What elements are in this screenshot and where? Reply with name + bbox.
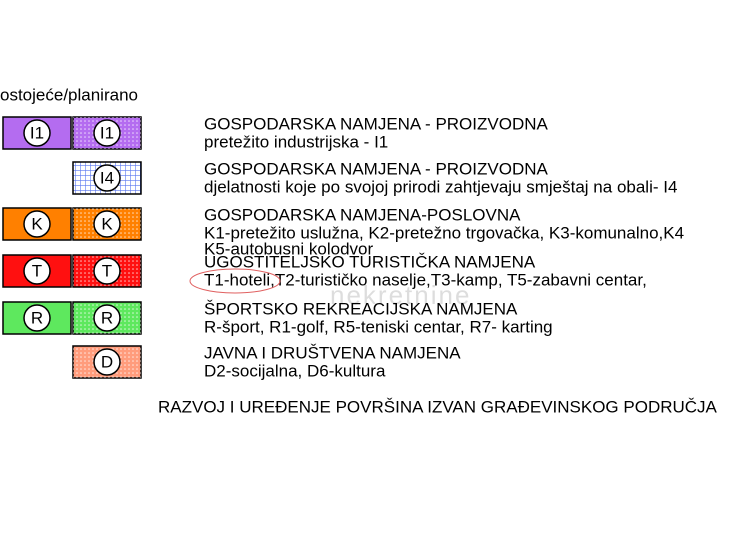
symbol-circle (93, 257, 121, 285)
watermark: nekretnine (330, 280, 471, 310)
legend-footer: RAZVOJ I UREĐENJE POVRŠINA IZVAN GRAĐEVI… (158, 397, 718, 416)
symbol-label: R (101, 308, 113, 327)
category-description: djelatnosti koje po svojoj prirodi zahtj… (204, 177, 677, 196)
category-description: R-šport, R1-golf, R5-teniski centar, R7-… (204, 317, 553, 336)
category-title: GOSPODARSKA NAMJENA - PROIZVODNA (204, 114, 549, 133)
category-description: pretežito industrijska - I1 (204, 132, 388, 151)
category-title: JAVNA I DRUŠTVENA NAMJENA (204, 343, 461, 362)
category-title: UGOSTITELJSKO TURISTIČKA NAMJENA (204, 252, 536, 271)
symbol-label: R (31, 308, 43, 327)
symbol-circle (23, 257, 51, 285)
symbol-label: T (102, 261, 112, 280)
category-description: D2-socijalna, D6-kultura (204, 361, 386, 380)
category-title: ŠPORTSKO REKREACIJSKA NAMJENA (204, 299, 518, 318)
category-description: K5-autobusni kolodvor (204, 239, 374, 258)
symbol-circle (93, 348, 121, 376)
symbol-label: K (31, 214, 43, 233)
symbol-circle (93, 210, 121, 238)
symbol-label: I4 (100, 168, 114, 187)
symbol-circle (23, 119, 51, 147)
highlight-ring (189, 268, 281, 294)
legend-header: ostojeće/planirano (0, 85, 138, 104)
category-description: T1-hoteli,T2-turističko naselje,T3-kamp,… (204, 270, 647, 289)
symbol-circle (93, 164, 121, 192)
symbol-circle (23, 210, 51, 238)
category-description: K1-pretežito uslužna, K2-pretežno trgova… (204, 223, 684, 242)
category-title: GOSPODARSKA NAMJENA - PROIZVODNA (204, 159, 549, 178)
symbol-label: K (101, 214, 113, 233)
category-title: GOSPODARSKA NAMJENA-POSLOVNA (204, 205, 521, 224)
symbol-label: I1 (30, 123, 44, 142)
symbol-circle (93, 119, 121, 147)
symbol-circle (93, 304, 121, 332)
symbol-label: D (101, 352, 113, 371)
symbol-circle (23, 304, 51, 332)
symbol-label: I1 (100, 123, 114, 142)
symbol-label: T (32, 261, 42, 280)
